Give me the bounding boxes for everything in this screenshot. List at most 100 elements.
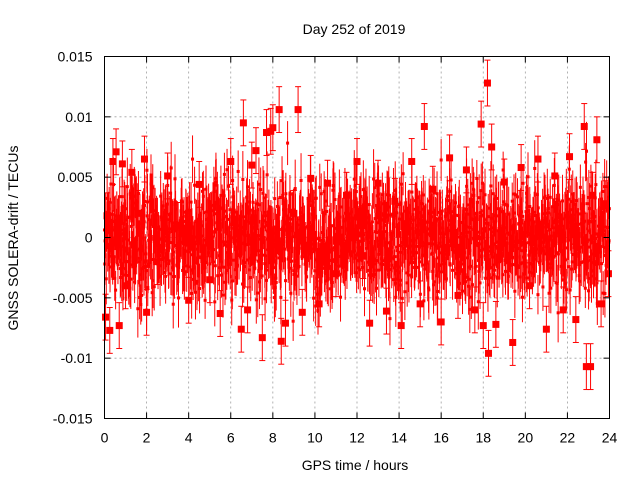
data-point [397, 244, 401, 248]
data-point [543, 216, 547, 220]
data-point [562, 278, 566, 282]
data-point [429, 185, 437, 193]
data-point [400, 244, 404, 248]
data-point [140, 293, 144, 297]
data-point [181, 268, 185, 272]
data-point [606, 195, 610, 199]
data-point [314, 258, 318, 262]
data-point [475, 176, 479, 180]
data-point [248, 200, 252, 204]
data-point [422, 299, 426, 303]
data-point [585, 202, 589, 206]
data-point [353, 256, 357, 260]
data-point [149, 240, 153, 244]
data-point [423, 205, 427, 209]
data-point [272, 266, 276, 270]
data-point [394, 295, 398, 299]
data-point [134, 258, 138, 262]
data-point [486, 283, 490, 287]
data-point [541, 212, 545, 216]
data-point [563, 256, 567, 260]
data-point [273, 197, 277, 201]
data-point [462, 166, 470, 174]
data-point [189, 268, 193, 272]
data-point [261, 240, 265, 244]
data-point [356, 266, 360, 270]
data-point [112, 148, 120, 156]
data-point [130, 241, 134, 245]
data-point [284, 192, 288, 196]
data-point [148, 252, 152, 256]
data-point [379, 218, 383, 222]
data-point [293, 187, 297, 191]
data-point [355, 271, 359, 275]
data-point [341, 238, 345, 242]
data-point [458, 235, 462, 239]
data-point [328, 248, 332, 252]
data-point [124, 207, 128, 211]
data-point [158, 237, 162, 241]
data-point [223, 209, 227, 213]
data-point [524, 265, 528, 269]
data-point [328, 213, 332, 217]
data-point [386, 272, 390, 276]
data-point [111, 262, 115, 266]
data-point [258, 267, 262, 271]
data-point [257, 182, 261, 186]
data-point [174, 244, 178, 248]
data-point [219, 241, 223, 245]
data-point [322, 214, 326, 218]
data-point [443, 232, 447, 236]
data-point [233, 226, 237, 230]
data-point [324, 252, 328, 256]
data-point [487, 273, 491, 277]
data-point [417, 217, 421, 221]
data-point [169, 166, 173, 170]
data-point [525, 276, 529, 280]
data-point [181, 230, 185, 234]
data-point [193, 183, 197, 187]
data-point [122, 282, 130, 290]
data-point [313, 269, 317, 273]
data-point [172, 274, 176, 278]
data-point [313, 236, 317, 240]
data-point [206, 276, 214, 284]
data-point [357, 208, 361, 212]
data-point [180, 219, 184, 223]
data-point [395, 204, 399, 208]
data-point [535, 193, 539, 197]
data-point [248, 161, 256, 169]
data-point [210, 209, 214, 213]
data-point [542, 249, 546, 253]
data-point [353, 184, 357, 188]
data-point [577, 274, 581, 278]
data-point [128, 191, 132, 195]
data-point [546, 252, 550, 256]
data-point [431, 269, 435, 273]
data-point [477, 120, 485, 128]
data-point [211, 203, 215, 207]
data-point [457, 204, 461, 208]
data-point [542, 252, 546, 256]
data-point [369, 242, 373, 246]
data-point [397, 271, 401, 275]
data-point [594, 236, 598, 240]
data-point [526, 215, 530, 219]
data-point [468, 307, 472, 311]
data-point [299, 178, 303, 182]
data-point [568, 215, 572, 219]
data-point [315, 300, 323, 308]
data-point [489, 216, 493, 220]
data-point [138, 295, 142, 299]
data-point [387, 205, 391, 209]
data-point [561, 249, 565, 253]
data-point [283, 247, 287, 251]
data-point [510, 199, 514, 203]
data-point [138, 221, 142, 225]
data-point [152, 209, 156, 213]
data-point [577, 222, 581, 226]
data-point [572, 218, 576, 222]
data-point [322, 190, 326, 194]
data-point [533, 252, 537, 256]
